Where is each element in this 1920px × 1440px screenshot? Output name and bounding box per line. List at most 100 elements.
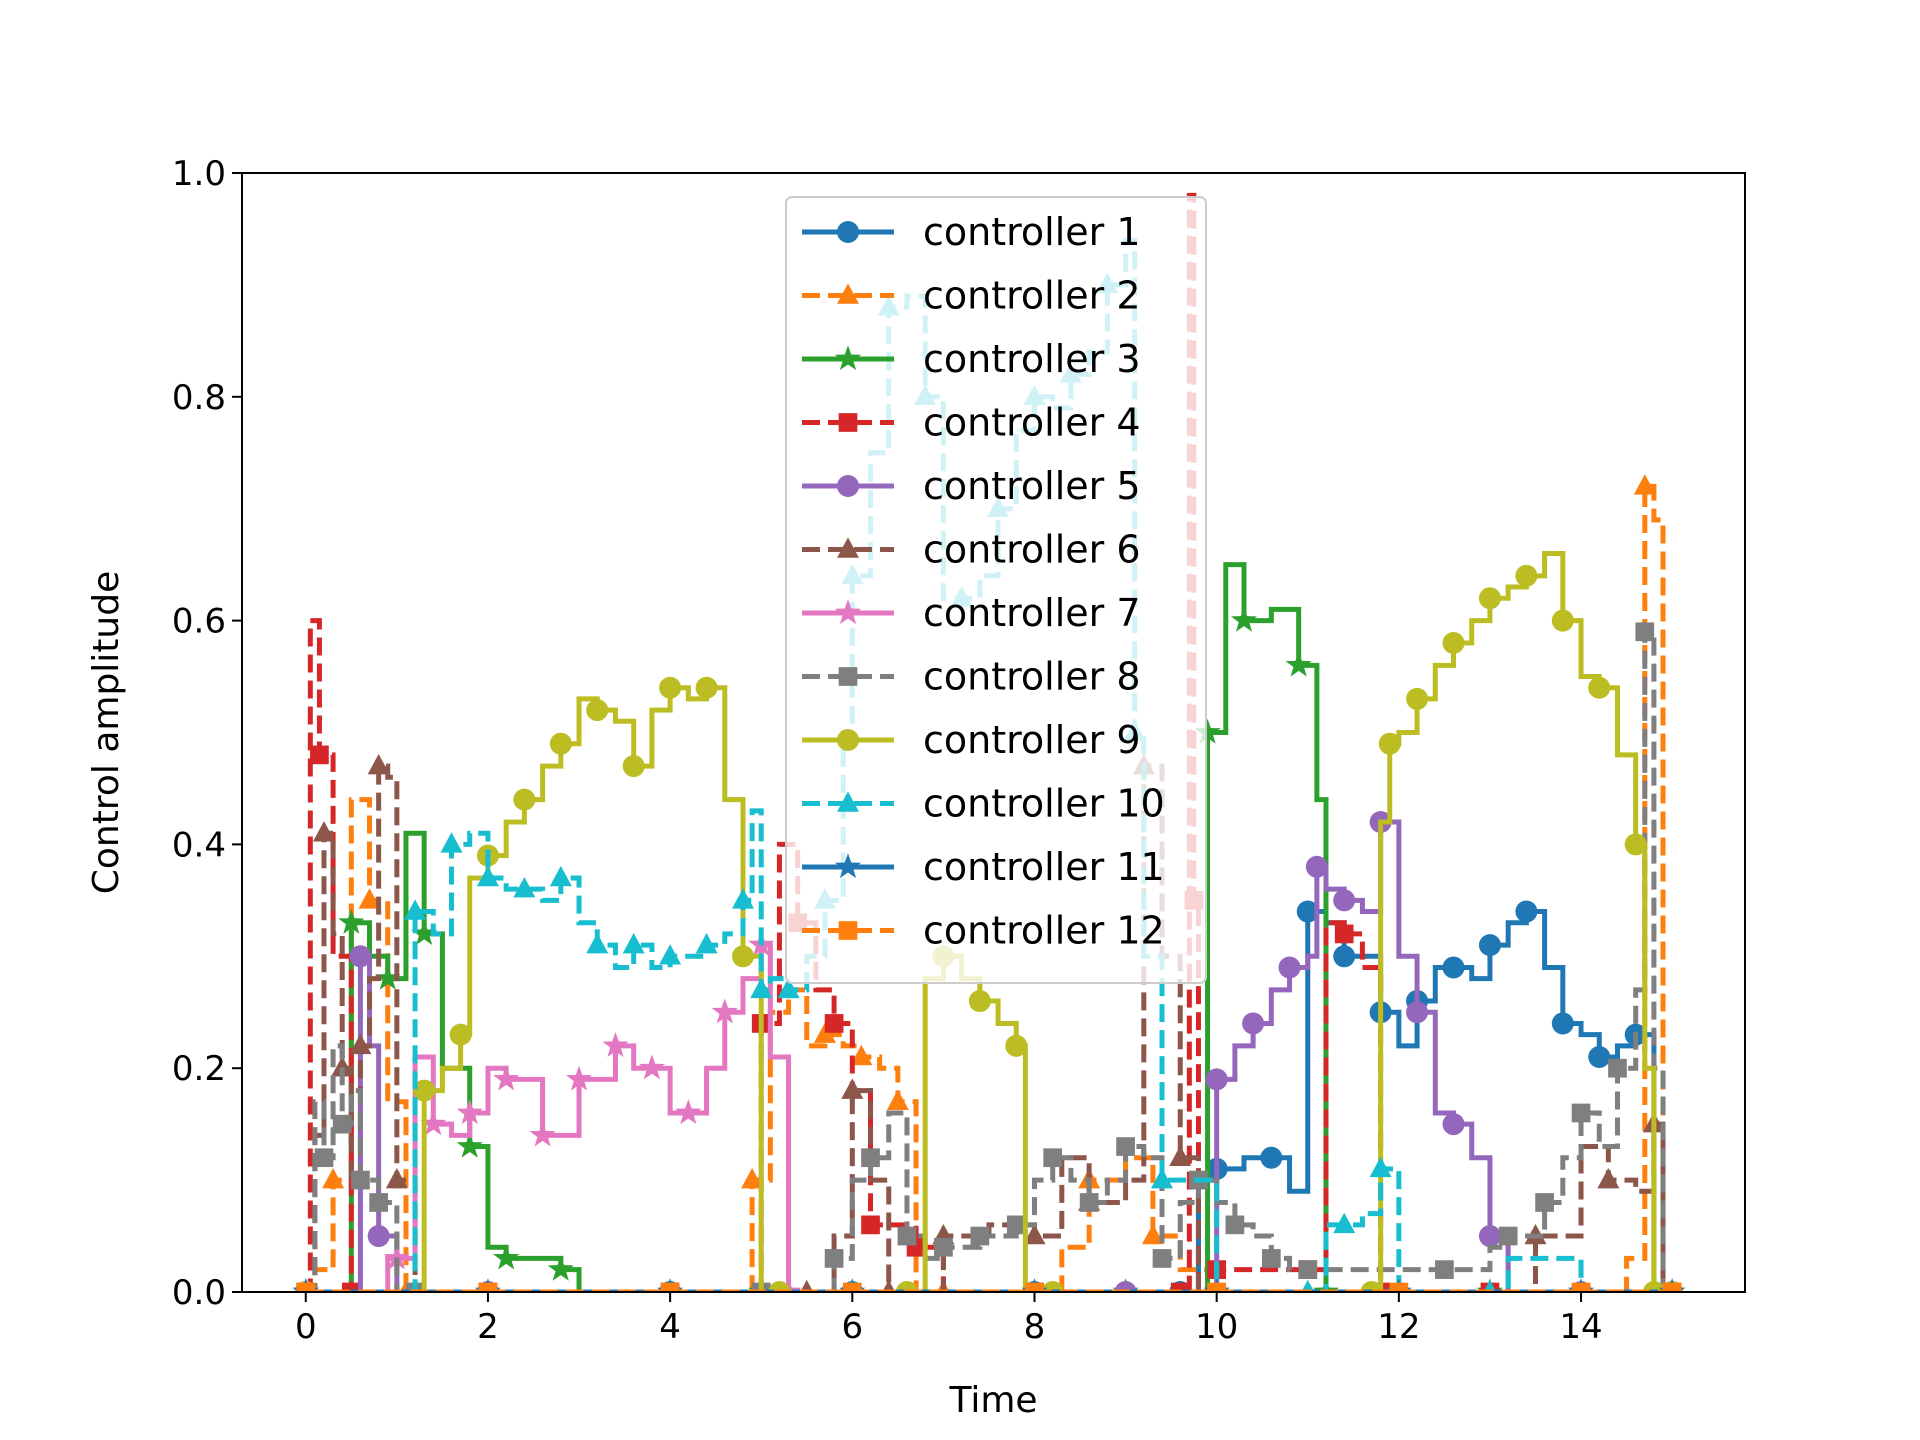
- data-point: [659, 676, 682, 699]
- y-tick-label: 0.4: [172, 825, 226, 865]
- data-point: [1333, 889, 1356, 912]
- data-point: [675, 1099, 702, 1125]
- data-point: [1597, 1168, 1620, 1189]
- series-line: [305, 629, 1666, 1292]
- legend-item: controller 7: [802, 591, 1141, 635]
- legend-label: controller 7: [923, 591, 1141, 635]
- legend-label: controller 11: [923, 845, 1165, 889]
- legend-item: controller 2: [802, 274, 1141, 318]
- x-tick-label: 2: [477, 1307, 499, 1347]
- data-point: [1114, 1281, 1137, 1292]
- data-point: [1298, 1260, 1318, 1279]
- data-point: [1551, 1012, 1574, 1035]
- data-point: [1535, 1193, 1554, 1212]
- legend-marker: [837, 221, 859, 243]
- data-point: [420, 1110, 447, 1136]
- data-point: [1571, 1282, 1591, 1292]
- data-point: [897, 1226, 917, 1246]
- data-point: [547, 1255, 574, 1281]
- legend-marker: [834, 599, 862, 625]
- x-tick-label: 4: [659, 1307, 681, 1347]
- data-point: [824, 1249, 844, 1268]
- data-point: [1333, 945, 1356, 968]
- legend-marker: [838, 413, 858, 432]
- data-point: [1406, 1001, 1429, 1024]
- data-point: [1041, 1281, 1064, 1292]
- data-point: [411, 920, 438, 946]
- legend-label: controller 10: [923, 782, 1165, 826]
- data-point: [1043, 1148, 1063, 1168]
- legend-item: controller 4: [802, 401, 1141, 445]
- legend-item: controller 6: [802, 528, 1141, 572]
- data-point: [310, 745, 329, 765]
- data-point: [1483, 1279, 1497, 1292]
- data-point: [1333, 1212, 1356, 1234]
- data-point: [1305, 855, 1328, 878]
- legend-label: controller 6: [923, 528, 1141, 572]
- data-point: [1225, 1215, 1245, 1235]
- x-tick-label: 14: [1559, 1307, 1602, 1347]
- data-point: [1498, 1226, 1518, 1246]
- data-point: [332, 1114, 352, 1134]
- data-point: [660, 1282, 680, 1292]
- data-point: [1624, 833, 1647, 856]
- data-point: [338, 908, 365, 934]
- data-point: [1515, 564, 1538, 587]
- data-point: [824, 1014, 844, 1033]
- data-point: [861, 1215, 880, 1235]
- data-point: [351, 1170, 370, 1190]
- legend-marker: [837, 729, 859, 751]
- legend-marker: [837, 791, 859, 812]
- data-point: [549, 865, 572, 887]
- data-point: [1642, 1281, 1665, 1292]
- data-point: [622, 933, 645, 954]
- data-point: [886, 1089, 909, 1111]
- legend-item: controller 9: [802, 718, 1141, 762]
- x-axis: 0 2 4 6 8 10 12 14: [295, 1292, 1603, 1347]
- series-line: [305, 483, 1666, 1292]
- data-point: [1296, 900, 1319, 923]
- data-point: [369, 1193, 388, 1212]
- data-point: [882, 1279, 896, 1292]
- legend-label: controller 12: [923, 909, 1165, 953]
- data-point: [1170, 1282, 1190, 1292]
- legend-marker: [837, 283, 859, 304]
- series-line: [305, 909, 1673, 1292]
- data-point: [732, 945, 754, 968]
- legend-marker: [837, 537, 859, 558]
- data-point: [529, 1121, 556, 1147]
- series-8: [296, 622, 1673, 1292]
- data-point: [602, 1032, 629, 1057]
- data-point: [349, 945, 372, 968]
- data-point: [565, 1065, 593, 1091]
- x-tick-label: 12: [1377, 1307, 1420, 1347]
- data-point: [1278, 956, 1301, 979]
- data-point: [622, 755, 645, 778]
- data-point: [1588, 1046, 1611, 1069]
- data-point: [440, 832, 463, 853]
- data-point: [695, 933, 718, 954]
- data-point: [367, 1225, 390, 1248]
- data-point: [1005, 1034, 1028, 1057]
- data-point: [1442, 956, 1465, 979]
- legend-item: controller 1: [802, 210, 1141, 254]
- legend: controller 1 controller 2 controller 3 cont…: [785, 196, 1207, 984]
- data-point: [513, 877, 536, 898]
- data-point: [1023, 1223, 1046, 1245]
- data-point: [493, 1244, 520, 1270]
- data-point: [970, 1226, 990, 1246]
- data-point: [513, 788, 536, 811]
- legend-label: controller 1: [923, 210, 1141, 254]
- data-point: [1360, 1281, 1383, 1292]
- data-point: [358, 888, 381, 909]
- legend-marker: [838, 667, 858, 686]
- data-point: [1205, 1068, 1228, 1091]
- data-point: [695, 676, 718, 699]
- legend-label: controller 5: [923, 464, 1141, 508]
- data-point: [1169, 1145, 1192, 1166]
- legend-item: controller 12: [802, 909, 1165, 953]
- data-point: [493, 1065, 520, 1091]
- data-point: [413, 1079, 436, 1102]
- data-point: [850, 1044, 873, 1066]
